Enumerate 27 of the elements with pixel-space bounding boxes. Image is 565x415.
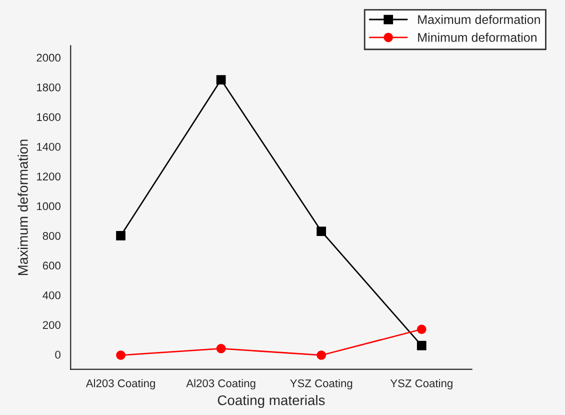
- x-tick-label: Al203 Coating: [186, 379, 256, 390]
- point: [316, 226, 326, 236]
- legend-label: Minimum deformation: [418, 32, 536, 42]
- legend-label: Maximum deformation: [418, 14, 540, 24]
- y-tick-label: 1000: [37, 202, 60, 210]
- point: [216, 75, 226, 84]
- y-tick-label: 1800: [37, 83, 60, 92]
- point: [216, 344, 226, 354]
- x-tick-label: YSZ Coating: [290, 379, 352, 390]
- point: [116, 231, 126, 240]
- y-tick-label: 1400: [37, 142, 60, 151]
- y-tick-label: 1200: [37, 172, 60, 180]
- point: [416, 324, 426, 334]
- y-tick-label: 0: [55, 350, 60, 359]
- y-tick-label: 1600: [37, 113, 60, 122]
- x-tick-label: YSZ Coating: [390, 379, 452, 390]
- x-axis-title: Coating materials: [218, 394, 325, 408]
- y-tick-label: 200: [42, 321, 60, 329]
- y-tick-label: 600: [42, 262, 60, 270]
- point: [116, 350, 126, 360]
- y-axis-title: Maximum deformation: [18, 140, 28, 276]
- point: [316, 350, 326, 360]
- y-tick-label: 2000: [36, 54, 60, 62]
- x-tick-label: Al203 Coating: [86, 379, 155, 390]
- y-tick-label: 800: [42, 232, 60, 240]
- y-tick-label: 400: [42, 291, 60, 300]
- point: [416, 340, 426, 350]
